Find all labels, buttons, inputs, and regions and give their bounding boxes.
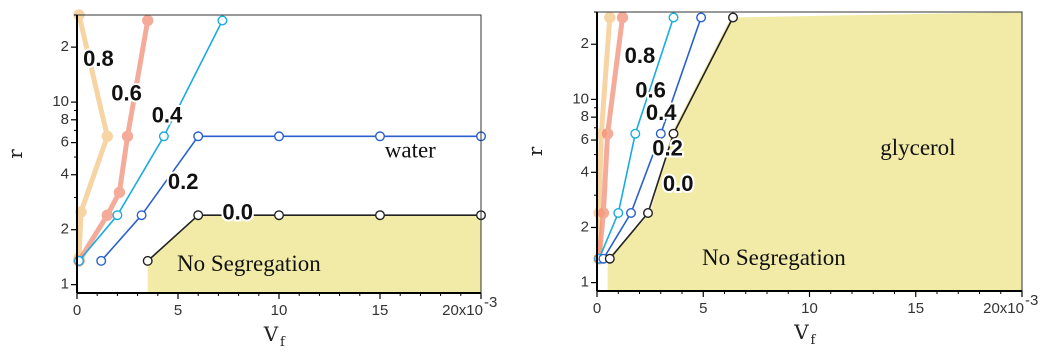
- data-point: [142, 255, 153, 266]
- data-point: [73, 255, 84, 266]
- series-label: 0.8: [83, 46, 114, 71]
- series-line: [78, 20, 224, 262]
- data-point: [193, 210, 204, 221]
- y-tick-label: 2: [581, 35, 589, 52]
- data-point: [696, 12, 707, 23]
- region-label-water: water: [385, 138, 436, 163]
- y-tick-label: 8: [581, 108, 589, 125]
- data-point: [604, 253, 615, 264]
- data-point: [630, 128, 641, 139]
- right-panel: 0.8 0.60.4 0.2 0.0 No Segregation glycerol 0 5 1…: [523, 11, 1038, 348]
- series-label: 0.4: [152, 103, 183, 128]
- series-0.6: [73, 14, 154, 267]
- data-point: [96, 255, 107, 266]
- data-point: [113, 186, 126, 199]
- data-point: [668, 128, 679, 139]
- y-tick-label: 1: [581, 274, 589, 291]
- x-tick-label: 20x10: [983, 300, 1024, 317]
- series-0.0: [142, 210, 487, 266]
- y-tick-label: 2: [61, 221, 69, 238]
- series-line: [609, 17, 734, 260]
- data-point: [643, 207, 654, 218]
- no-segregation-label: No Segregation: [702, 245, 846, 270]
- data-point: [141, 14, 154, 27]
- data-point: [626, 207, 637, 218]
- series-line: [596, 17, 625, 259]
- data-point: [655, 128, 666, 139]
- x-tick-label: 5: [174, 302, 182, 319]
- data-point: [112, 210, 123, 221]
- series-line: [598, 17, 675, 260]
- data-point: [375, 131, 386, 142]
- y-tick-label: 6: [61, 134, 69, 151]
- y-axis-title: r: [523, 146, 547, 156]
- data-point: [121, 130, 134, 143]
- x-axis-title: V: [793, 320, 809, 344]
- series-label: 0.6: [111, 80, 142, 105]
- series-label: 0.0: [663, 171, 694, 196]
- y-tick-label: 10: [572, 90, 589, 107]
- series-0.2: [598, 12, 707, 264]
- no-segregation-label: No Segregation: [177, 251, 321, 276]
- data-point: [375, 210, 386, 221]
- series-label: 0.2: [168, 169, 199, 194]
- x-tick-label: 15: [907, 300, 924, 317]
- data-point: [728, 12, 739, 23]
- left-panel: 0.8 0.6 0.4 0.2 0.0 No Segregation water 0 5 10 15…: [3, 9, 497, 350]
- data-point: [668, 12, 679, 23]
- x-axis-title-subscript: f: [811, 333, 817, 348]
- data-point: [616, 11, 629, 24]
- x-tick-label: 0: [593, 300, 601, 317]
- series-label: 0.0: [222, 199, 253, 224]
- x-tick-label: 0: [73, 302, 81, 319]
- y-tick-label: 2: [581, 218, 589, 235]
- data-point: [217, 15, 228, 26]
- data-point: [274, 210, 285, 221]
- data-point: [158, 131, 169, 142]
- y-tick-label: 4: [61, 166, 69, 183]
- data-point: [613, 207, 624, 218]
- data-point: [604, 11, 616, 24]
- y-tick-label: 4: [581, 163, 589, 180]
- region-label-glycerol: glycerol: [880, 135, 955, 160]
- y-tick-label: 10: [52, 93, 69, 110]
- data-point: [597, 207, 610, 219]
- no-segregation-region: [147, 215, 481, 293]
- data-point: [101, 209, 114, 221]
- data-point: [136, 210, 147, 221]
- x-tick-label: 10: [801, 300, 818, 317]
- series-0.2: [96, 131, 487, 266]
- x-tick-label: 5: [699, 300, 707, 317]
- x-tick-label: 20x10: [442, 302, 483, 319]
- data-point: [601, 127, 614, 140]
- x-tick-label: 10: [271, 302, 288, 319]
- y-axis-title: r: [3, 149, 27, 159]
- data-point: [274, 131, 285, 142]
- series-line: [100, 135, 481, 262]
- data-point: [193, 131, 204, 142]
- x-tick-label: 15: [372, 302, 389, 319]
- y-tick-label: 8: [61, 111, 69, 128]
- x-tick-exponent: -3: [1025, 292, 1038, 309]
- data-point: [101, 130, 114, 143]
- y-tick-label: 2: [61, 38, 69, 55]
- y-tick-label: 1: [61, 276, 69, 293]
- no-segregation-region: [607, 12, 1022, 291]
- series-label: 0.2: [652, 136, 683, 161]
- series-label: 0.4: [646, 100, 677, 125]
- x-axis-title-subscript: f: [280, 335, 286, 350]
- series-0.4: [73, 15, 228, 266]
- series-line: [602, 17, 702, 260]
- y-tick-label: 6: [581, 131, 589, 148]
- x-axis-title: V: [263, 322, 279, 346]
- series-0.0: [604, 12, 739, 264]
- series-label: 0.8: [625, 43, 656, 68]
- x-tick-exponent: -3: [484, 294, 497, 311]
- series-label: 0.6: [635, 78, 666, 103]
